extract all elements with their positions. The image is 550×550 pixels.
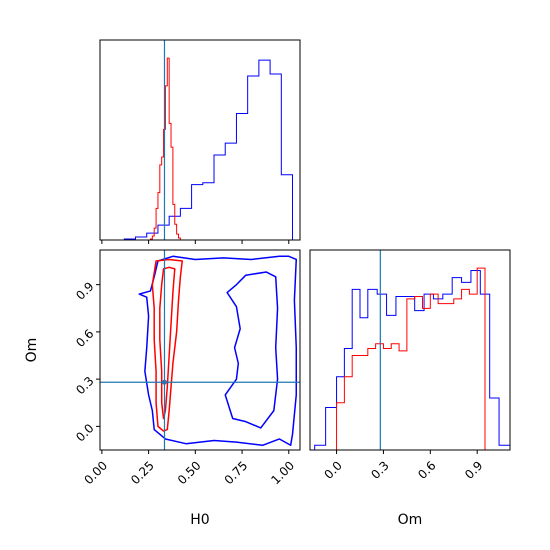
contour-blue-outer <box>138 255 298 447</box>
contour-data <box>100 250 300 450</box>
axis-titles: H0 Om Om <box>24 338 422 528</box>
contour-frame <box>99 249 301 451</box>
h0-marginal-panel <box>99 39 301 244</box>
x-axis-title-h0: H0 <box>190 512 209 528</box>
h0-marginal-data <box>123 40 294 240</box>
om-marginal-data <box>314 250 510 450</box>
contour-ytick-label-1: 0.3 <box>73 374 96 397</box>
contour-xtick-label-2: 0.50 <box>175 458 204 487</box>
contour-ytick-label-0: 0.0 <box>73 421 96 444</box>
contour-blue-inner <box>224 271 279 429</box>
om-marginal-xtick-label-1: 0.3 <box>368 458 391 481</box>
contour-xtick-label-0: 0.00 <box>81 458 110 487</box>
h0-hist-red <box>149 57 181 240</box>
om-marginal-xtick-label-0: 0.0 <box>322 458 345 481</box>
contour-ytick-label-3: 0.9 <box>73 279 96 302</box>
contour-xtick-label-4: 1.00 <box>268 458 297 487</box>
om-marginal-xtick-label-3: 0.9 <box>462 458 485 481</box>
h0-om-contour-panel: 0.00 0.25 0.50 0.75 1.00 0.0 0.3 0.6 0.9 <box>73 249 301 487</box>
contour-red-outer <box>151 258 183 432</box>
contour-red-inner <box>159 266 176 420</box>
om-marginal-xtick-label-2: 0.6 <box>415 458 438 481</box>
y-axis-title-om: Om <box>24 338 40 363</box>
h0-hist-blue <box>123 59 294 240</box>
om-marginal-frame <box>309 249 511 451</box>
contour-xtick-label-3: 0.75 <box>222 458 251 487</box>
x-axis-title-om: Om <box>398 512 423 528</box>
om-hist-red <box>336 267 493 450</box>
contour-truth-point <box>161 379 167 385</box>
om-marginal-panel: 0.0 0.3 0.6 0.9 <box>309 249 511 482</box>
h0-marginal-frame <box>99 39 301 241</box>
om-hist-blue <box>314 270 510 450</box>
contour-xtick-label-1: 0.25 <box>128 458 157 487</box>
contour-ytick-label-2: 0.6 <box>73 327 96 350</box>
